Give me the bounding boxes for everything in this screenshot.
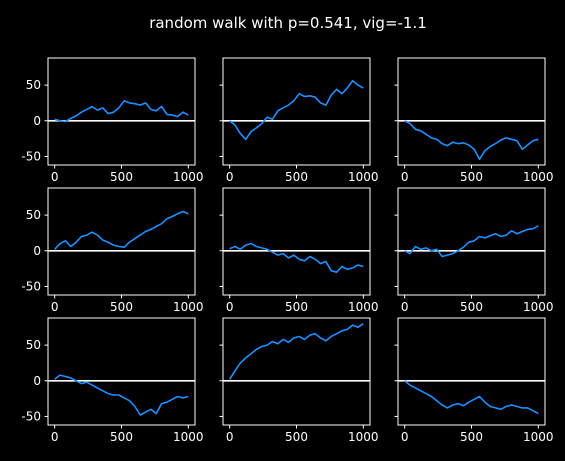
x-tick-label: 500 bbox=[460, 300, 483, 314]
x-tick-label: 500 bbox=[285, 430, 308, 444]
walk-series-line bbox=[229, 80, 364, 141]
x-tick-label: 0 bbox=[226, 170, 234, 184]
y-tick-label: 50 bbox=[26, 208, 41, 222]
x-tick-label: 1000 bbox=[348, 300, 379, 314]
walk-series-line bbox=[54, 374, 189, 416]
x-tick-label: 500 bbox=[460, 430, 483, 444]
x-tick-label: 500 bbox=[110, 430, 133, 444]
x-tick-label: 500 bbox=[460, 170, 483, 184]
x-tick-label: 1000 bbox=[173, 430, 204, 444]
x-tick-label: 500 bbox=[110, 170, 133, 184]
x-tick-label: 0 bbox=[51, 430, 59, 444]
x-tick-label: 1000 bbox=[173, 300, 204, 314]
subplot-3: 0 500 1000 bbox=[394, 57, 554, 184]
walk-series-line bbox=[404, 380, 539, 415]
y-tick-label: 0 bbox=[33, 114, 41, 128]
x-tick-label: 500 bbox=[285, 170, 308, 184]
walk-series-line bbox=[404, 120, 539, 161]
x-tick-label: 1000 bbox=[523, 170, 554, 184]
x-tick-label: 0 bbox=[226, 430, 234, 444]
x-tick-label: 500 bbox=[285, 300, 308, 314]
y-tick-label: 0 bbox=[33, 374, 41, 388]
y-tick-label: 0 bbox=[33, 244, 41, 258]
subplot-6: 0 500 1000 bbox=[394, 187, 554, 314]
x-tick-label: 1000 bbox=[173, 170, 204, 184]
x-tick-label: 1000 bbox=[348, 430, 379, 444]
y-tick-label: 50 bbox=[26, 338, 41, 352]
figure-title: random walk with p=0.541, vig=-1.1 bbox=[149, 14, 427, 32]
walk-series-line bbox=[229, 242, 364, 274]
y-tick-label: -50 bbox=[21, 149, 41, 163]
y-tick-label: 50 bbox=[26, 78, 41, 92]
y-tick-label: -50 bbox=[21, 279, 41, 293]
x-tick-label: 1000 bbox=[523, 300, 554, 314]
walk-series-line bbox=[229, 323, 364, 380]
y-tick-label: -50 bbox=[21, 409, 41, 423]
subplot-5: 0 500 1000 bbox=[219, 187, 379, 314]
walk-series-line bbox=[404, 225, 539, 258]
walk-series-line bbox=[54, 210, 189, 250]
x-tick-label: 0 bbox=[401, 300, 409, 314]
x-tick-label: 1000 bbox=[523, 430, 554, 444]
subplot-9: 0 500 1000 bbox=[394, 317, 554, 444]
x-tick-label: 1000 bbox=[348, 170, 379, 184]
subplot-2: 0 500 1000 bbox=[219, 57, 379, 184]
subplot-4: 0 500 1000 -50 0 50 bbox=[21, 187, 204, 314]
subplot-8: 0 500 1000 bbox=[219, 317, 379, 444]
x-tick-label: 500 bbox=[110, 300, 133, 314]
x-tick-label: 0 bbox=[226, 300, 234, 314]
x-tick-label: 0 bbox=[51, 300, 59, 314]
x-tick-label: 0 bbox=[401, 170, 409, 184]
x-tick-label: 0 bbox=[401, 430, 409, 444]
walk-series-line bbox=[54, 100, 189, 123]
x-tick-label: 0 bbox=[51, 170, 59, 184]
subplot-7: 0 500 1000 -50 0 50 bbox=[21, 317, 204, 444]
subplot-1: 0 500 1000 -50 0 50 bbox=[21, 57, 204, 184]
